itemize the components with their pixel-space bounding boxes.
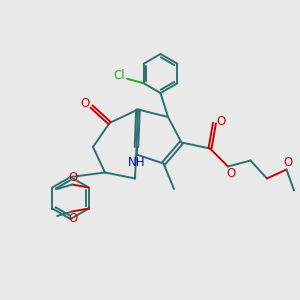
- Text: O: O: [68, 212, 77, 225]
- Text: O: O: [80, 97, 89, 110]
- Text: NH: NH: [128, 156, 146, 170]
- Text: O: O: [284, 156, 292, 170]
- Text: O: O: [68, 171, 77, 184]
- Text: O: O: [216, 115, 225, 128]
- Text: O: O: [226, 167, 236, 180]
- Text: Cl: Cl: [113, 69, 124, 82]
